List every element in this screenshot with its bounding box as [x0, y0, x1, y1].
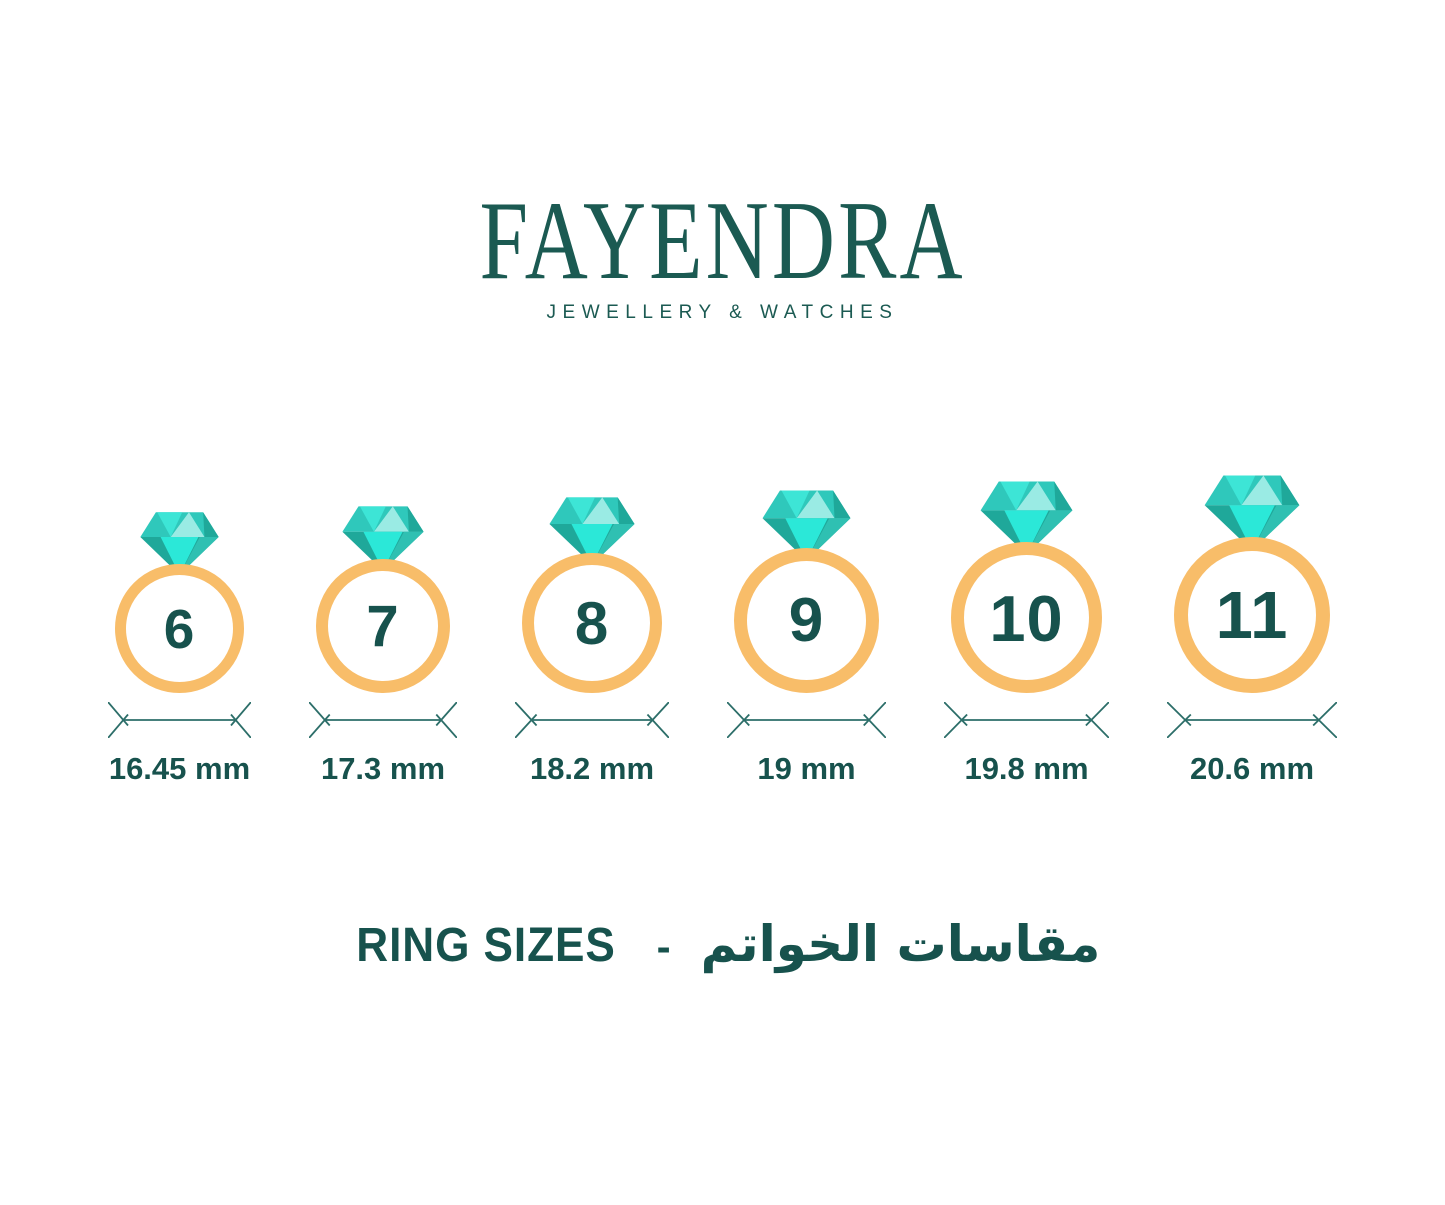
- rings-row: 6 16.45 mm 7 17.3 m: [108, 474, 1337, 787]
- brand-logo: FAYENDRA: [479, 179, 966, 303]
- ring-item: 7 17.3 mm: [309, 505, 457, 787]
- ring-band: 7: [316, 558, 450, 693]
- chart-title: RING SIZES - مقاسات الخواتم: [345, 914, 1101, 973]
- measurement-arrow-icon: [727, 702, 886, 738]
- ring-item: 8 18.2 mm: [515, 496, 669, 787]
- brand-header: FAYENDRA JEWELLERY & WATCHES: [411, 179, 1034, 324]
- ring-size-label: 8: [574, 589, 610, 657]
- ring-size-label: 10: [989, 581, 1064, 655]
- ring-item: 6 16.45 mm: [108, 511, 251, 787]
- ring-band: 11: [1174, 536, 1330, 693]
- ring-size-label: 6: [163, 597, 196, 660]
- chart-title-separator: -: [656, 922, 671, 970]
- measurement-arrow-icon: [309, 702, 457, 738]
- brand-tagline: JEWELLERY & WATCHES: [546, 301, 899, 323]
- ring-band: 9: [734, 547, 879, 693]
- diameter-label: 18.2 mm: [529, 750, 655, 786]
- ring-item: 10 19.8 mm: [944, 480, 1109, 787]
- diamond-gem-icon: [342, 506, 424, 571]
- chart-title-en: RING SIZES: [355, 918, 616, 972]
- ring-band: 6: [115, 563, 244, 693]
- diameter-label: 19.8 mm: [964, 750, 1089, 786]
- measurement-arrow-icon: [108, 702, 251, 738]
- ring-size-label: 9: [788, 586, 825, 656]
- diameter-label: 16.45 mm: [108, 750, 251, 786]
- diameter-label: 20.6 mm: [1189, 750, 1315, 786]
- diamond-gem-icon: [1204, 475, 1300, 551]
- ring-band: 10: [951, 541, 1102, 693]
- ring-item: 9 19 mm: [727, 489, 886, 787]
- ring-band: 8: [522, 552, 662, 693]
- diameter-label: 17.3 mm: [320, 750, 446, 786]
- ring-size-label: 7: [366, 593, 400, 659]
- ring-item: 11 20.6 mm: [1167, 474, 1337, 787]
- measurement-arrow-icon: [515, 702, 669, 738]
- chart-title-ar: مقاسات الخواتم: [700, 914, 1101, 973]
- measurement-arrow-icon: [1167, 702, 1337, 738]
- ring-size-label: 11: [1215, 578, 1289, 654]
- measurement-arrow-icon: [944, 702, 1109, 738]
- diameter-label: 19 mm: [757, 750, 856, 786]
- diamond-gem-icon: [140, 512, 219, 575]
